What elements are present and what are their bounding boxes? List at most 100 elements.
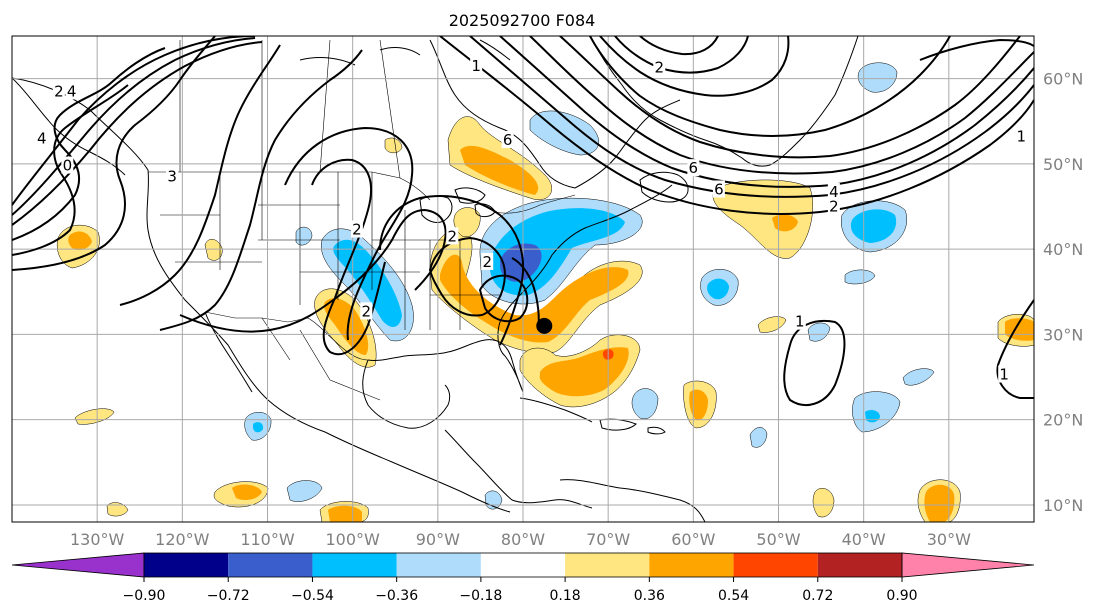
storm-center-marker [536,317,553,334]
longitude-tick-label: 120°W [155,530,210,549]
contour-line [159,49,363,331]
latitude-labels: 60°N 50°N 40°N 30°N 20°N 10°N [1043,70,1083,515]
negative-anomaly-area [857,62,898,93]
contour-label-mask [1015,127,1028,145]
contour-line [284,126,414,341]
contour-label: 0 [63,157,73,175]
contour-line [783,320,846,406]
contour-label: 2 [654,59,664,77]
contour-label: 3 [167,168,177,186]
greenland [589,36,859,167]
longitude-tick-label: 70°W [586,530,630,549]
negative-anomaly-area [807,322,831,342]
latitude-tick-label: 30°N [1043,325,1083,344]
gulf-of-mexico-coast [367,321,524,393]
contour-label: 6 [714,180,724,198]
contour-line [529,36,1034,175]
map-title: 2025092700 F084 [449,11,596,30]
contour-label-mask [360,302,373,320]
contour-line [614,36,749,74]
contour-label-mask [166,167,179,185]
negative-anomaly-area [253,422,264,433]
longitude-labels: 130°W 120°W 110°W 100°W 90°W 80°W 70°W 60°W 50°W… [70,530,971,549]
storm-track-line [511,257,540,331]
contour-label-mask [65,82,78,100]
atlantic-coast [499,184,673,323]
negative-anomaly-area [850,209,897,243]
latitude-tick-label: 50°N [1043,155,1083,174]
positive-anomaly-area [106,502,129,517]
positive-anomaly-core [68,231,92,250]
colorbar-tick-label: 0.72 [802,588,833,604]
contour-label: 1 [795,313,805,331]
mexico-gulf-coast [362,359,451,429]
contour-label-mask [61,156,74,174]
colorbar-segment [817,553,902,577]
negative-anomaly-area [286,480,323,502]
negative-anomaly-area [749,427,768,448]
negative-anomaly-area [902,368,935,386]
longitude-tick-label: 80°W [501,530,545,549]
positive-anomaly-area [812,488,835,518]
newfoundland [639,171,689,203]
contour-line [559,36,1021,159]
longitude-tick-label: 100°W [325,530,380,549]
colorbar-labels: −0.90 −0.72 −0.54 −0.36 −0.18 0.18 0.36 0.54 0.7… [123,588,918,604]
contour-label-mask [35,129,48,147]
contour-line [12,37,256,216]
contour-label: 4 [37,129,47,147]
colorbar-tick-label: 0.18 [550,588,581,604]
north-america-west-coast [12,77,511,513]
contour-label: 4 [829,183,839,201]
colorbar-segment [480,553,566,577]
contour-label-mask [998,365,1011,383]
contour-label: 4 [67,82,77,100]
longitude-tick-label: 110°W [240,530,295,549]
colorbar-segment [312,553,397,577]
contour-label-mask [501,131,514,149]
contour-label-mask [446,227,459,245]
contour-label-mask [653,58,666,76]
longitude-tick-label: 30°W [927,530,971,549]
positive-anomaly-area [429,228,643,354]
contour-line [919,38,1034,61]
contour-line [12,36,256,206]
contour-line [12,84,129,256]
contour-line [469,36,1034,198]
puerto-rico [647,426,666,435]
longitude-tick-label: 90°W [416,530,460,549]
map-frame [11,35,1035,523]
positive-anomaly-core [324,298,369,355]
positive-anomaly-core [232,484,262,500]
contour-label-mask [470,56,483,74]
contour-line [639,36,719,56]
contour-line [439,36,1034,215]
positive-anomaly-area [204,239,223,261]
longitude-tick-label: 40°W [842,530,886,549]
longitude-tick-label: 130°W [70,530,125,549]
contour-line [599,36,790,97]
contour-label: 2 [829,198,839,216]
positive-anomaly-core [539,347,629,397]
contour-line [119,44,281,306]
contour-label-mask [793,312,806,330]
negative-anomaly-area [707,278,729,300]
contour-label-mask [350,220,363,238]
contour-label: 2 [482,253,492,271]
colorbar-segment [565,553,650,577]
colorbar-tick-label: −0.36 [375,588,418,604]
positive-anomaly-core [689,389,708,421]
colorbar-max-extension [901,552,1035,578]
latitude-tick-label: 40°N [1043,240,1083,259]
colorbar-frame [143,552,903,578]
coastlines [12,36,859,522]
contour-line [12,47,166,241]
contour-label-mask [687,159,700,177]
mexico-state-lines [261,317,381,401]
colorbar-tick-label: 0.54 [718,588,749,604]
latitude-tick-label: 60°N [1043,70,1083,89]
positive-anomaly-core [460,145,539,195]
contour-label-mask [52,82,65,100]
